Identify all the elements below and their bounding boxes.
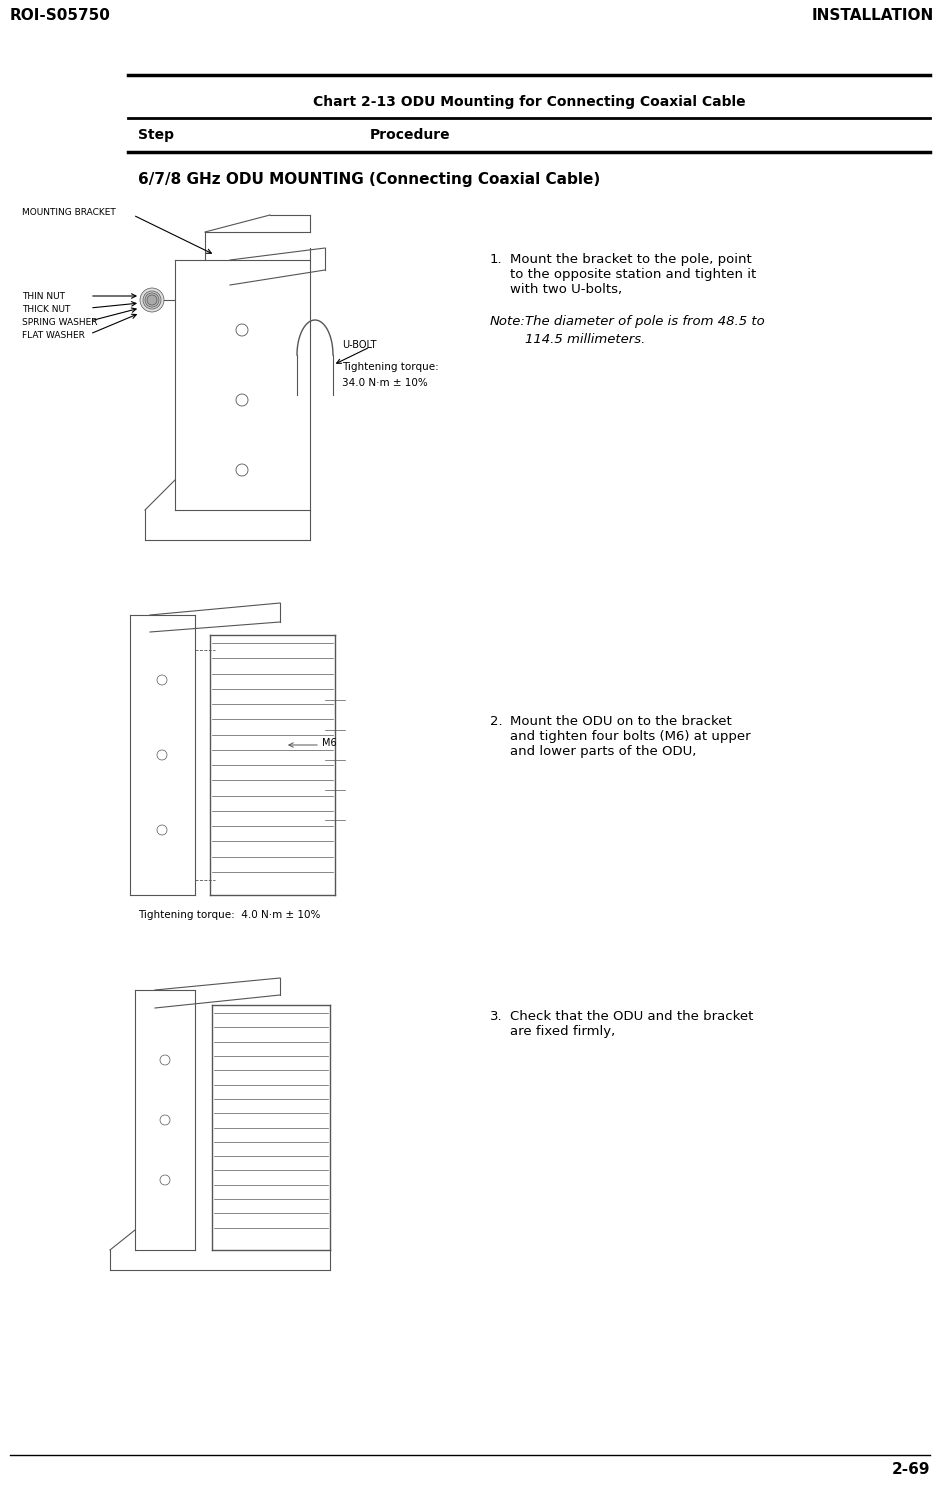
Text: 2.: 2. [490, 715, 502, 729]
Text: FLAT WASHER: FLAT WASHER [22, 331, 85, 340]
Text: 2-69: 2-69 [891, 1462, 930, 1477]
Text: Note:: Note: [490, 315, 526, 328]
Text: Chart 2-13 ODU Mounting for Connecting Coaxial Cable: Chart 2-13 ODU Mounting for Connecting C… [312, 96, 746, 109]
Text: Check that the ODU and the bracket
are fixed firmly,: Check that the ODU and the bracket are f… [510, 1009, 753, 1038]
Text: The diameter of pole is from 48.5 to: The diameter of pole is from 48.5 to [525, 315, 765, 328]
Circle shape [140, 288, 164, 312]
Text: THIN NUT: THIN NUT [22, 293, 65, 302]
Text: 6/7/8 GHz ODU MOUNTING (Connecting Coaxial Cable): 6/7/8 GHz ODU MOUNTING (Connecting Coaxi… [138, 172, 600, 187]
Text: MOUNTING BRACKET: MOUNTING BRACKET [22, 208, 116, 216]
Text: U-BOLT: U-BOLT [342, 340, 377, 349]
Text: ROI-S05750: ROI-S05750 [10, 7, 110, 22]
Text: Mount the bracket to the pole, point
to the opposite station and tighten it
with: Mount the bracket to the pole, point to … [510, 252, 756, 296]
Text: M6: M6 [322, 738, 337, 748]
Text: THICK NUT: THICK NUT [22, 305, 71, 314]
Text: Step: Step [138, 128, 174, 142]
Circle shape [143, 291, 161, 309]
Text: Mount the ODU on to the bracket
and tighten four bolts (M6) at upper
and lower p: Mount the ODU on to the bracket and tigh… [510, 715, 750, 758]
Circle shape [147, 296, 157, 305]
Circle shape [145, 293, 159, 308]
Text: Tightening torque:: Tightening torque: [342, 361, 439, 372]
Text: INSTALLATION: INSTALLATION [812, 7, 934, 22]
Text: SPRING WASHER: SPRING WASHER [22, 318, 97, 327]
Text: 34.0 N·m ± 10%: 34.0 N·m ± 10% [342, 378, 428, 388]
Text: 1.: 1. [490, 252, 502, 266]
Text: Procedure: Procedure [370, 128, 450, 142]
Text: 114.5 millimeters.: 114.5 millimeters. [525, 333, 646, 346]
Text: 3.: 3. [490, 1009, 502, 1023]
Text: Tightening torque:  4.0 N·m ± 10%: Tightening torque: 4.0 N·m ± 10% [138, 911, 320, 920]
